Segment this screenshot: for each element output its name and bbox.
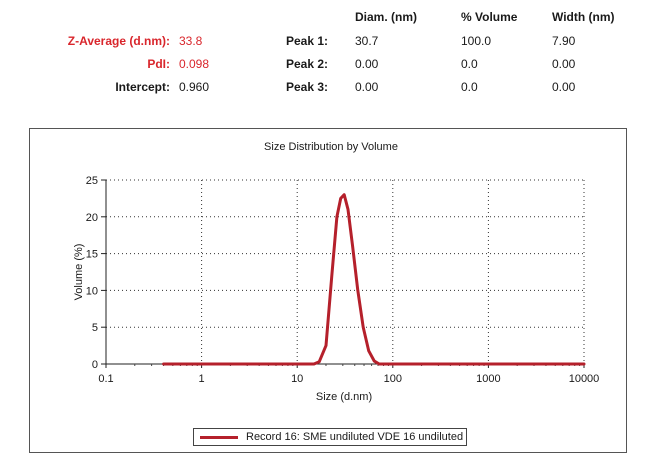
legend-entry: Record 16: SME undiluted VDE 16 undilute… xyxy=(246,431,464,443)
y-axis-label: Volume (%) xyxy=(73,244,85,301)
peak-2-volume: 0.0 xyxy=(461,57,478,71)
intercept-value: 0.960 xyxy=(179,80,210,94)
x-tick-label: 100 xyxy=(384,373,402,385)
header-volume: % Volume xyxy=(461,10,518,24)
peak-1-label: Peak 1: xyxy=(285,34,328,48)
peak-1-volume: 100.0 xyxy=(461,34,492,48)
peak-1-diam: 30.7 xyxy=(355,34,379,48)
y-tick-label: 20 xyxy=(86,212,98,224)
legend-swatch xyxy=(200,436,238,439)
y-tick-label: 5 xyxy=(92,322,98,334)
peak-3-width: 0.00 xyxy=(552,80,576,94)
x-tick-label: 10000 xyxy=(569,373,600,385)
x-tick-label: 0.1 xyxy=(98,373,113,385)
header-diam: Diam. (nm) xyxy=(355,10,418,24)
y-tick-label: 15 xyxy=(86,249,98,261)
peak-2-width: 0.00 xyxy=(552,57,576,71)
y-tick-label: 25 xyxy=(86,175,98,187)
header-width: Width (nm) xyxy=(552,10,615,24)
pdi-label: PdI: xyxy=(147,57,170,71)
chart-legend: Record 16: SME undiluted VDE 16 undilute… xyxy=(193,428,467,446)
series-line-record-16 xyxy=(162,193,586,366)
z-average-label: Z-Average (d.nm): xyxy=(67,34,170,48)
x-tick-label: 1000 xyxy=(476,373,500,385)
pdi-value: 0.098 xyxy=(179,57,210,71)
x-axis-label: Size (d.nm) xyxy=(316,391,372,403)
peak-2-diam: 0.00 xyxy=(355,57,379,71)
peak-1-width: 7.90 xyxy=(552,34,576,48)
peak-2-label: Peak 2: xyxy=(285,57,328,71)
peak-3-volume: 0.0 xyxy=(461,80,478,94)
z-average-value: 33.8 xyxy=(179,34,203,48)
peak-3-label: Peak 3: xyxy=(285,80,328,94)
chart-frame xyxy=(29,128,627,453)
intercept-label: Intercept: xyxy=(115,80,170,94)
x-tick-label: 10 xyxy=(291,373,303,385)
x-tick-label: 1 xyxy=(199,373,205,385)
y-tick-label: 10 xyxy=(86,285,98,297)
y-tick-label: 0 xyxy=(92,359,98,371)
peak-3-diam: 0.00 xyxy=(355,80,379,94)
chart-title: Size Distribution by Volume xyxy=(264,141,398,153)
